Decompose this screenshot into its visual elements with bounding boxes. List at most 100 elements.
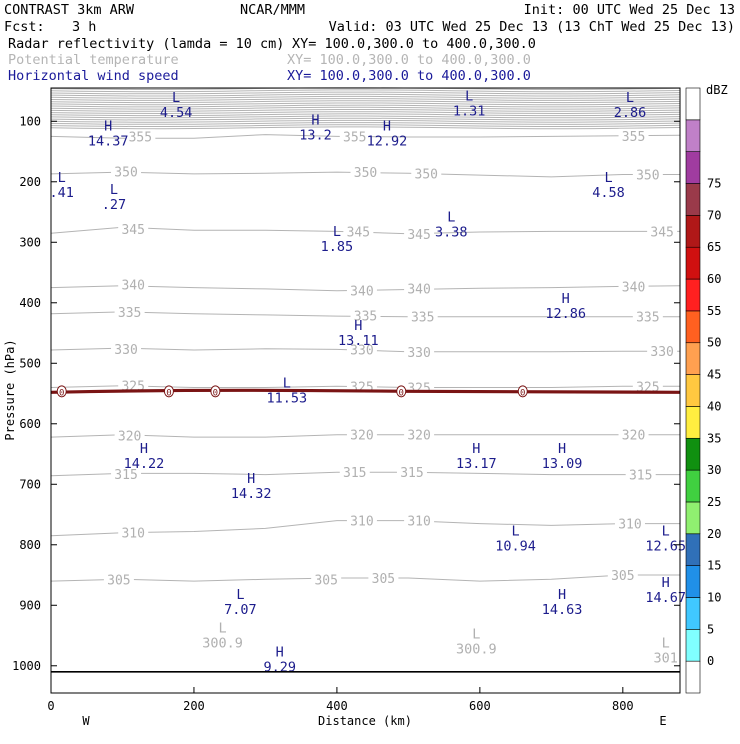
x-axis-label: Distance (km)	[318, 714, 412, 728]
field-name-wind: Horizontal wind speed	[8, 68, 179, 84]
isentrope-label: 350	[415, 167, 438, 182]
colorbar: dBZ 0 5 10 15 20 25 30 35 40 45 50 55 60 65 70 75	[685, 83, 728, 694]
colorbar-swatch	[685, 437, 701, 471]
isentrope-label-bg	[118, 525, 149, 539]
colorbar-swatch	[685, 151, 701, 184]
y-axis-label: Pressure (hPa)	[3, 339, 17, 440]
x-axis: 0 200 400 600 800	[47, 687, 634, 713]
y-tick-label: 500	[19, 356, 41, 370]
isentrope-label-bg	[114, 428, 145, 442]
y-tick-label: 100	[19, 114, 41, 128]
wind-extremum-type: H	[558, 441, 566, 457]
isentrope-label-bg	[632, 309, 663, 323]
x-tick-label: 200	[183, 699, 205, 713]
plot-area: 355 355 355 350 350 350 350 345 345 345 345 340 340 3…	[12, 87, 686, 713]
isentrope-label-bg	[368, 571, 399, 585]
isentrope-label: 305	[372, 572, 395, 587]
reflectivity-contour: 0 0 0 0 0	[50, 385, 681, 398]
wind-extremum-value: 9.29	[263, 660, 296, 676]
isentrope-label: 345	[407, 228, 430, 243]
wind-extremum-value: 14.37	[88, 133, 129, 149]
theta-extremum-value: 300.9	[202, 636, 243, 652]
wind-extremum-value: 7.07	[224, 602, 257, 618]
reflectivity-label-bg	[163, 385, 174, 398]
dense-isentrope	[50, 89, 681, 93]
colorbar-swatch	[685, 215, 701, 248]
colorbar-level-label: 10	[707, 590, 721, 604]
x-tick-label: 400	[326, 699, 348, 713]
isentrope-label: 305	[611, 569, 634, 584]
colorbar-level-label: 15	[707, 559, 721, 573]
isentrope-label: 345	[347, 225, 370, 240]
valid-time: Valid: 03 UTC Wed 25 Dec 13 (13 ChT Wed …	[329, 19, 735, 35]
isentrope-label-bg	[632, 379, 663, 393]
isentrope-label-bg	[404, 427, 435, 441]
reflectivity-label: 0	[59, 388, 64, 398]
wind-extremum-value: 14.67	[645, 590, 686, 606]
wind-extremum-type: L	[283, 375, 291, 391]
reflectivity-label: 0	[213, 388, 218, 398]
isentrope-label: 305	[107, 573, 130, 588]
isentrope-label: 310	[350, 515, 373, 530]
isentrope-label-bg	[118, 378, 149, 392]
colorbar-level-label: 40	[707, 399, 721, 413]
dense-isentrope	[50, 119, 681, 123]
dense-isentrope	[50, 126, 681, 130]
colorbar-swatch	[685, 87, 701, 121]
dense-isentrope	[50, 106, 681, 110]
theta-extremum-type: L	[662, 636, 670, 652]
wind-extremum-type: L	[465, 89, 473, 105]
wind-extremum-value: 1.31	[453, 104, 486, 120]
colorbar-level-label: 55	[707, 304, 721, 318]
isentrope-label-bg	[618, 279, 649, 293]
field-xy-theta: XY= 100.0,300.0 to 400.0,300.0	[287, 52, 531, 68]
wind-extremum-value: 13.11	[338, 333, 379, 349]
colorbar-level-label: 5	[707, 622, 714, 636]
isentrope-label-bg	[618, 427, 649, 441]
wind-extremum-type: L	[626, 90, 634, 106]
reflectivity-label-bg	[210, 385, 221, 398]
model-title: CONTRAST 3km ARW	[4, 2, 135, 18]
wind-extremum-type: H	[247, 471, 255, 487]
isentrope-label-bg	[614, 516, 645, 530]
dense-isentrope	[50, 100, 681, 104]
dense-isentrope	[50, 124, 681, 127]
isentrope-label-bg	[346, 283, 377, 297]
y-tick-label: 700	[19, 477, 41, 491]
isentrope-label: 355	[622, 130, 645, 145]
isentrope-label: 335	[636, 311, 659, 326]
x-tick-label: 600	[469, 699, 491, 713]
field-name-theta: Potential temperature	[8, 52, 179, 68]
isentrope-label: 345	[650, 225, 673, 240]
wind-extremum-type: H	[354, 318, 362, 334]
isentrope-label-bg	[111, 164, 142, 178]
wind-extremum-type: L	[110, 182, 118, 198]
wind-extremum-type: L	[333, 224, 341, 240]
dense-isentrope	[50, 111, 681, 115]
y-tick-label: 300	[19, 235, 41, 249]
wind-extremum-value: 4.58	[592, 185, 625, 201]
isentrope-label: 325	[350, 380, 373, 395]
colorbar-level-label: 35	[707, 431, 721, 445]
reflectivity-label-bg	[56, 385, 67, 398]
colorbar-swatch	[685, 501, 701, 535]
reflectivity-label-bg	[517, 385, 528, 398]
colorbar-level-label: 30	[707, 463, 721, 477]
dense-isentrope	[50, 109, 681, 112]
isentrope-label-bg	[125, 129, 156, 143]
isentrope-label-bg	[346, 513, 377, 527]
isentrope-label-bg	[647, 224, 678, 238]
colorbar-swatch	[685, 406, 701, 439]
wind-extremum-value: 12.92	[367, 133, 408, 149]
isentrope-label-bg	[411, 166, 442, 180]
isentrope-355	[50, 134, 681, 139]
colorbar-swatch	[685, 469, 701, 503]
wind-extremum-type: L	[447, 210, 455, 226]
dense-isentrope	[50, 115, 681, 119]
y-tick-label: 600	[19, 417, 41, 431]
colorbar-swatch	[685, 342, 701, 375]
field-xy-reflectivity: XY= 100.0,300.0 to 400.0,300.0	[292, 36, 536, 52]
isentrope-label-bg	[404, 513, 435, 527]
isentrope-label-bg	[311, 572, 342, 586]
fcst-label: Fcst:	[4, 19, 45, 35]
